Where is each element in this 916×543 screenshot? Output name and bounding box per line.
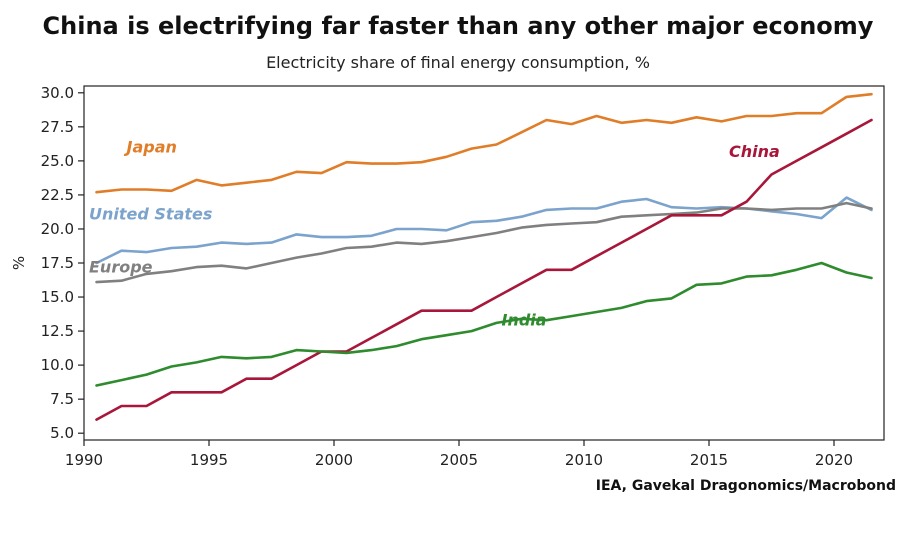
y-tick-label: 10.0 bbox=[41, 356, 74, 374]
plot-frame bbox=[83, 85, 885, 441]
x-tick-label: 1995 bbox=[190, 451, 228, 469]
y-tick-label: 20.0 bbox=[41, 220, 74, 238]
series-label-china: China bbox=[729, 142, 780, 161]
series-label-india: India bbox=[502, 311, 547, 330]
series-line-china bbox=[95, 118, 873, 421]
y-tick-label: 15.0 bbox=[41, 288, 74, 306]
y-tick-label: 7.5 bbox=[50, 390, 74, 408]
chart-title: China is electrifying far faster than an… bbox=[42, 12, 874, 40]
series-label-layer: Japan China United States Europe India bbox=[89, 138, 780, 330]
y-tick-label: 30.0 bbox=[41, 84, 74, 102]
x-tick-label: 2020 bbox=[815, 451, 853, 469]
chart-source: IEA, Gavekal Dragonomics/Macrobond bbox=[595, 478, 896, 494]
series-label-europe: Europe bbox=[89, 258, 153, 277]
x-tick-label: 1990 bbox=[65, 451, 103, 469]
series-line-united-states bbox=[95, 196, 873, 265]
x-tick-label: 2005 bbox=[440, 451, 478, 469]
axes: 5.0 7.5 10.0 12.5 15.0 17.5 20.0 22.5 25.0 27.5 30… bbox=[10, 84, 885, 469]
series-line-europe bbox=[95, 201, 873, 284]
y-tick-label: 22.5 bbox=[41, 186, 74, 204]
y-axis-label: % bbox=[10, 256, 28, 270]
y-tick-label: 12.5 bbox=[41, 322, 74, 340]
series-label-japan: Japan bbox=[124, 138, 177, 157]
x-tick-label: 2010 bbox=[565, 451, 603, 469]
x-tick-label: 2015 bbox=[690, 451, 728, 469]
y-tick-label: 5.0 bbox=[50, 424, 74, 442]
y-tick-label: 25.0 bbox=[41, 152, 74, 170]
series-label-united-states: United States bbox=[89, 204, 212, 223]
chart-subtitle: Electricity share of final energy consum… bbox=[266, 53, 650, 72]
series-line-india bbox=[95, 261, 873, 387]
y-tick-label: 17.5 bbox=[41, 254, 74, 272]
x-tick-label: 2000 bbox=[315, 451, 353, 469]
y-tick-label: 27.5 bbox=[41, 118, 74, 136]
series-line-japan bbox=[95, 92, 873, 194]
series-layer bbox=[95, 92, 873, 421]
